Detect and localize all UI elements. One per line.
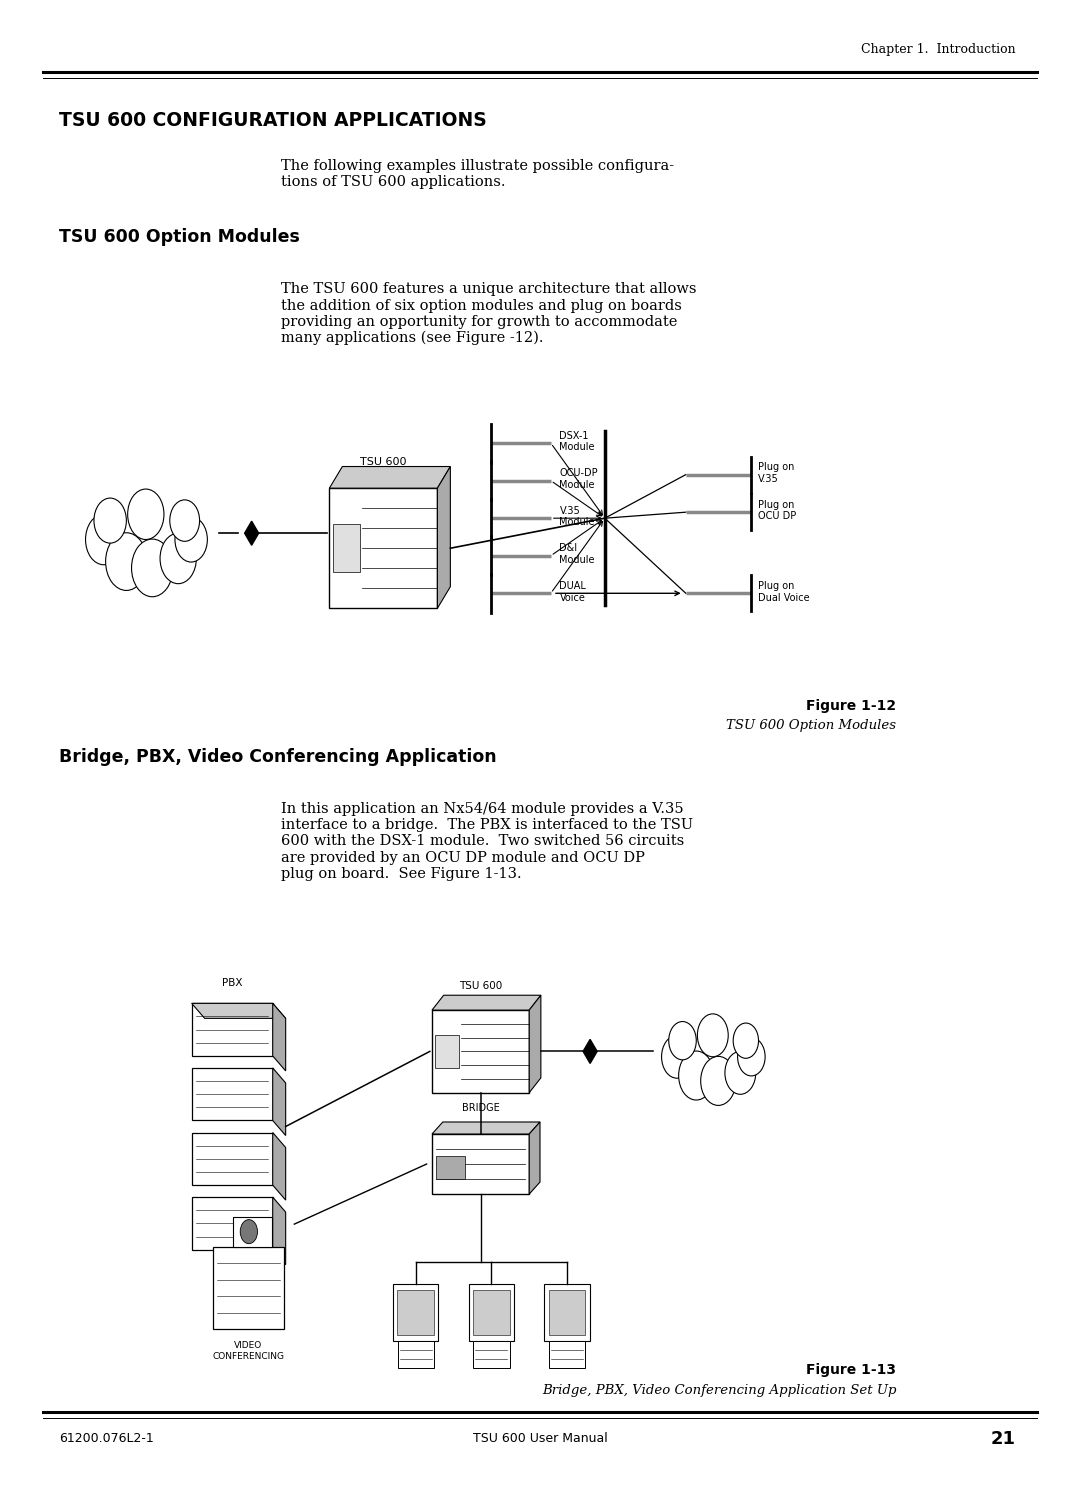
Polygon shape [529, 1122, 540, 1194]
Text: DSX-1
Module: DSX-1 Module [559, 431, 595, 452]
Text: Chapter 1.  Introduction: Chapter 1. Introduction [861, 44, 1015, 56]
Polygon shape [432, 1134, 529, 1194]
Polygon shape [329, 467, 450, 488]
Polygon shape [549, 1290, 585, 1335]
Polygon shape [473, 1290, 510, 1335]
Circle shape [662, 1035, 692, 1078]
Circle shape [127, 490, 164, 539]
Circle shape [170, 500, 200, 541]
Text: TSU 600: TSU 600 [459, 981, 502, 991]
Circle shape [106, 533, 147, 590]
Polygon shape [529, 996, 541, 1093]
Circle shape [240, 1220, 257, 1244]
Text: Plug on
V.35: Plug on V.35 [758, 463, 795, 484]
Polygon shape [549, 1341, 585, 1368]
Text: TSU 600 Option Modules: TSU 600 Option Modules [59, 228, 300, 246]
Polygon shape [397, 1341, 434, 1368]
Text: Figure 1-13: Figure 1-13 [807, 1362, 896, 1377]
Text: TSU 600 User Manual: TSU 600 User Manual [473, 1433, 607, 1445]
Circle shape [132, 539, 173, 596]
Polygon shape [272, 1133, 285, 1200]
Text: Plug on
OCU DP: Plug on OCU DP [758, 500, 796, 521]
Text: VIDEO
CONFERENCING: VIDEO CONFERENCING [213, 1341, 284, 1361]
Text: TSU 600 Option Modules: TSU 600 Option Modules [727, 719, 896, 731]
Text: DUAL
Voice: DUAL Voice [559, 581, 586, 602]
Text: TSU 600 CONFIGURATION APPLICATIONS: TSU 600 CONFIGURATION APPLICATIONS [59, 111, 487, 129]
Polygon shape [192, 1068, 272, 1120]
Polygon shape [469, 1284, 514, 1341]
Polygon shape [544, 1284, 590, 1341]
Polygon shape [272, 1197, 285, 1265]
Text: OCU-DP
Module: OCU-DP Module [559, 469, 598, 490]
Polygon shape [393, 1284, 438, 1341]
Text: V.35
Module: V.35 Module [559, 506, 595, 527]
Polygon shape [432, 996, 541, 1009]
Text: D&I
Module: D&I Module [559, 544, 595, 565]
Polygon shape [192, 1003, 285, 1018]
Polygon shape [192, 1197, 272, 1250]
Polygon shape [437, 467, 450, 608]
Text: The following examples illustrate possible configura-
tions of TSU 600 applicati: The following examples illustrate possib… [281, 159, 674, 189]
Circle shape [160, 533, 197, 584]
Polygon shape [473, 1341, 510, 1368]
Text: Bridge, PBX, Video Conferencing Application Set Up: Bridge, PBX, Video Conferencing Applicat… [542, 1385, 896, 1397]
Polygon shape [192, 1133, 272, 1185]
Text: The TSU 600 features a unique architecture that allows
the addition of six optio: The TSU 600 features a unique architectu… [281, 282, 697, 345]
Polygon shape [214, 1247, 283, 1329]
Text: Figure 1-12: Figure 1-12 [807, 698, 896, 713]
Polygon shape [432, 1009, 529, 1093]
Text: PBX: PBX [222, 978, 242, 988]
FancyBboxPatch shape [435, 1035, 459, 1068]
Circle shape [175, 517, 207, 562]
Circle shape [698, 1014, 728, 1057]
Circle shape [738, 1038, 765, 1075]
Circle shape [85, 514, 122, 565]
Text: In this application an Nx54/64 module provides a V.35
interface to a bridge.  Th: In this application an Nx54/64 module pr… [281, 802, 693, 880]
FancyBboxPatch shape [436, 1157, 465, 1179]
FancyBboxPatch shape [333, 524, 360, 572]
Circle shape [733, 1023, 758, 1059]
Polygon shape [397, 1290, 434, 1335]
Circle shape [94, 499, 126, 544]
Text: BRIDGE: BRIDGE [462, 1102, 499, 1113]
Circle shape [725, 1051, 756, 1095]
Text: Bridge, PBX, Video Conferencing Application: Bridge, PBX, Video Conferencing Applicat… [59, 748, 497, 766]
Polygon shape [272, 1068, 285, 1136]
Polygon shape [432, 1122, 540, 1134]
Polygon shape [192, 1003, 272, 1056]
Text: 61200.076L2-1: 61200.076L2-1 [59, 1433, 154, 1445]
Polygon shape [244, 521, 259, 545]
Circle shape [678, 1051, 714, 1099]
Polygon shape [583, 1039, 597, 1063]
Polygon shape [233, 1217, 272, 1247]
Circle shape [701, 1056, 735, 1105]
Text: Plug on
Dual Voice: Plug on Dual Voice [758, 581, 810, 602]
Text: TSU 600: TSU 600 [360, 457, 407, 467]
Text: 21: 21 [990, 1430, 1015, 1448]
Polygon shape [329, 488, 437, 608]
Polygon shape [272, 1003, 285, 1071]
Circle shape [669, 1021, 697, 1060]
